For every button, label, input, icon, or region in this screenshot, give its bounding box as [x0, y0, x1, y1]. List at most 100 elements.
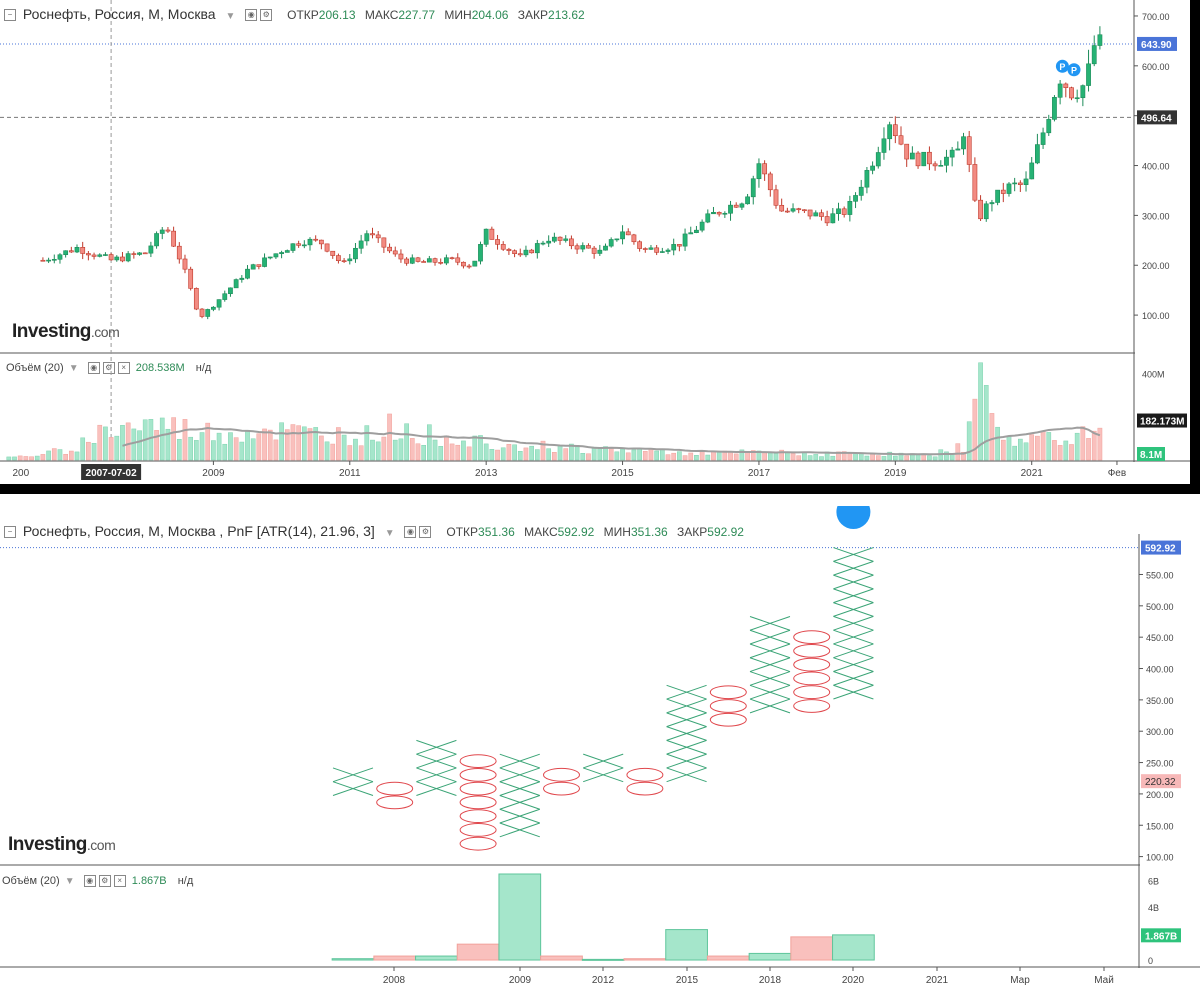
volume-bar [290, 424, 296, 461]
volume-ma-label-text: 182.173M [1140, 417, 1184, 428]
candle-body [40, 259, 46, 262]
candle-body [847, 201, 853, 215]
candle [898, 126, 904, 146]
candle [415, 256, 421, 263]
candle-body [892, 124, 898, 137]
dropdown-arrow-icon[interactable]: ▼ [225, 11, 236, 22]
pnf-o-mark [459, 836, 497, 851]
volume-bar [319, 435, 324, 461]
candle [966, 130, 972, 173]
volume-bar [461, 440, 466, 461]
pnf-x-mark [749, 615, 791, 631]
pnf-chart-canvas[interactable]: 550.00 500.00 450.00 400.00 350.00 300.00 250.… [0, 506, 1200, 1007]
candle [892, 116, 898, 144]
dropdown-arrow-icon[interactable]: ▼ [64, 876, 75, 887]
volume-bar [194, 440, 199, 461]
candle [1057, 79, 1063, 105]
price-tick-label: 700.00 [1142, 12, 1170, 22]
candle [250, 263, 256, 270]
candle-body [523, 249, 529, 256]
settings-icon[interactable]: ⚙ [419, 526, 432, 539]
volume-bar [472, 435, 478, 461]
collapse-icon[interactable]: − [4, 9, 16, 22]
dropdown-arrow-icon[interactable]: ▼ [68, 363, 79, 374]
candle [57, 253, 63, 264]
candle [881, 127, 887, 160]
dropdown-arrow-icon[interactable]: ▼ [384, 528, 395, 539]
candle [80, 241, 86, 260]
candle [301, 240, 307, 249]
pnf-x-mark [499, 781, 540, 796]
volume-bar [739, 449, 745, 461]
candle-body [216, 299, 222, 308]
volume-bar [358, 445, 364, 461]
candle [483, 228, 489, 248]
candle-body [750, 178, 756, 198]
price-tick-label: 600.00 [1142, 62, 1170, 72]
volume-bar [603, 446, 608, 461]
collapse-icon[interactable]: − [4, 526, 16, 539]
pnf-x-mark [499, 767, 540, 783]
candle-body [324, 243, 330, 252]
volume-bar [864, 455, 870, 461]
volume-bar [63, 453, 68, 461]
volume-bar [637, 448, 642, 461]
close-icon[interactable]: × [117, 362, 130, 375]
volume-bar [233, 437, 239, 461]
candle [523, 245, 529, 258]
settings-icon[interactable]: ⚙ [98, 875, 111, 888]
volume-bar [375, 441, 381, 461]
candle-body [313, 238, 319, 241]
candle-body [273, 253, 279, 258]
pnf-x-mark [749, 629, 791, 645]
current-price-label-text: 592.92 [1145, 544, 1176, 555]
candle [273, 253, 279, 259]
volume-bar [1029, 434, 1035, 461]
volume-bar [1080, 426, 1086, 461]
candle-body [495, 239, 500, 245]
eye-icon[interactable]: ◉ [245, 9, 258, 22]
candle-body [205, 309, 211, 317]
candle-body [193, 288, 199, 310]
candle [688, 226, 694, 235]
crosshair-date-text: 2007-07-02 [86, 468, 138, 479]
candle [307, 237, 313, 251]
candle-body [745, 196, 750, 205]
candle-body [353, 247, 358, 260]
candle-body [387, 246, 392, 252]
settings-icon[interactable]: ⚙ [260, 9, 273, 22]
price-tick-label: 150.00 [1146, 821, 1174, 831]
candle-body [443, 257, 449, 264]
candle-body [336, 255, 341, 262]
candle [131, 251, 137, 259]
candle-body [171, 230, 177, 247]
eye-icon[interactable]: ◉ [87, 362, 100, 375]
volume-bar [404, 423, 409, 461]
volume-bar [86, 441, 91, 461]
close-icon[interactable]: × [113, 875, 126, 888]
volume-bar [1074, 432, 1080, 461]
candle [819, 209, 824, 221]
candle [1063, 82, 1069, 98]
candle-body [1000, 189, 1006, 194]
volume-bar [478, 435, 483, 461]
settings-icon[interactable]: ⚙ [102, 362, 115, 375]
candle-body [819, 212, 824, 217]
eye-icon[interactable]: ◉ [83, 875, 96, 888]
price-chart-canvas[interactable]: 700.00600.00500.00400.00300.00200.00100.… [0, 0, 1190, 484]
candle [108, 252, 114, 261]
crosshair-price-label-text: 496.64 [1141, 113, 1172, 124]
eye-icon[interactable]: ◉ [404, 526, 417, 539]
volume-bar [330, 443, 336, 461]
candle-body [1035, 144, 1040, 164]
volume-bar [34, 455, 40, 461]
volume-bar [188, 436, 194, 461]
volume-ma-label-box [1137, 413, 1187, 428]
candle-body [756, 163, 762, 180]
event-marker-text: P [1071, 65, 1077, 75]
volume-bar [677, 451, 682, 461]
candle-body [574, 245, 580, 250]
candle [46, 257, 51, 264]
volume-bar [205, 422, 211, 461]
candle-body [296, 243, 302, 246]
